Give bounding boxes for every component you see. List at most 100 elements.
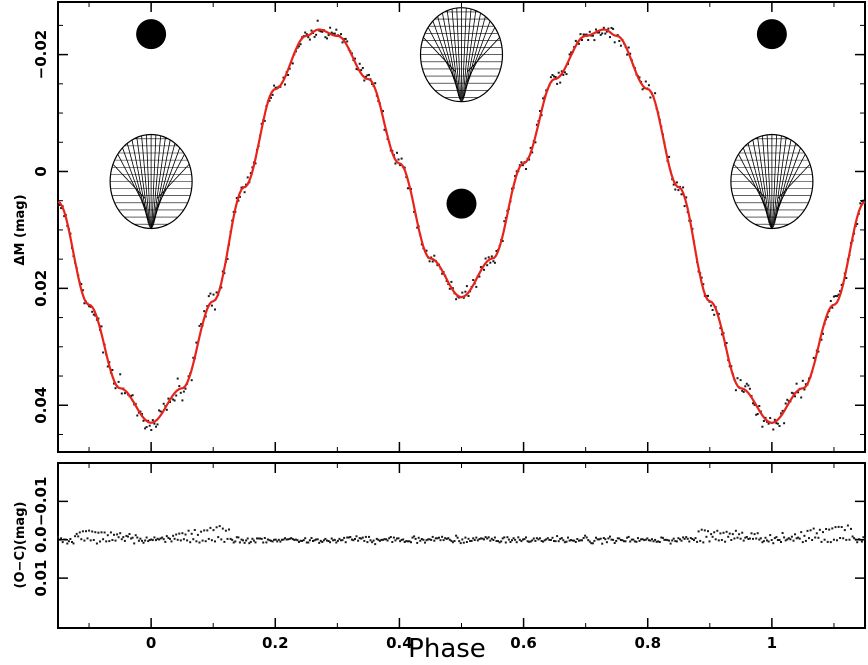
observed-point: [144, 427, 147, 430]
residual-point: [139, 537, 142, 540]
residual-point: [546, 537, 549, 540]
residual-point: [158, 538, 161, 541]
residual-point: [710, 533, 713, 536]
residual-point: [738, 533, 741, 536]
residual-point: [486, 537, 489, 540]
residual-point: [200, 530, 203, 533]
observed-point: [156, 423, 159, 426]
residual-point: [405, 540, 408, 543]
residual-point: [80, 538, 83, 541]
residual-point: [741, 531, 744, 534]
residual-point: [794, 533, 796, 536]
observed-point: [520, 161, 523, 164]
residual-point: [209, 526, 212, 529]
observed-point: [145, 426, 148, 428]
observed-point: [609, 36, 611, 39]
observed-point: [629, 52, 632, 55]
residual-point: [176, 538, 179, 541]
residual-point: [534, 539, 537, 542]
observed-point: [717, 313, 720, 315]
residual-point: [797, 536, 800, 539]
residual-point: [668, 539, 671, 542]
residual-point: [744, 536, 747, 539]
residual-point: [707, 530, 709, 533]
residual-point: [333, 538, 336, 541]
residual-point: [214, 540, 216, 543]
residual-point: [604, 538, 607, 541]
residual-point: [542, 540, 545, 543]
residual-point: [784, 539, 787, 542]
observed-point: [495, 250, 498, 252]
residual-point: [500, 540, 503, 543]
observed-point: [752, 402, 754, 405]
observed-point: [123, 392, 126, 395]
observed-point: [363, 79, 366, 82]
residual-point: [366, 541, 369, 544]
observed-point: [602, 26, 605, 29]
observed-point: [159, 410, 162, 413]
residual-point: [229, 537, 232, 540]
residual-point: [677, 537, 680, 540]
residual-point: [492, 539, 495, 541]
residual-point: [573, 539, 576, 542]
residual-point: [150, 538, 153, 541]
residual-point: [141, 539, 143, 542]
residual-point: [461, 538, 464, 541]
residual-point: [487, 536, 490, 539]
observed-point: [81, 289, 84, 292]
residual-point: [693, 539, 695, 542]
observed-point: [268, 99, 271, 102]
residual-point: [633, 540, 636, 543]
observed-point: [767, 422, 770, 425]
observed-point: [287, 74, 290, 76]
residual-point: [783, 536, 786, 539]
residual-point: [291, 538, 294, 541]
residual-point: [490, 537, 493, 540]
observed-point: [428, 260, 431, 263]
residual-point: [666, 539, 669, 542]
residual-point: [173, 537, 176, 540]
observed-point: [284, 83, 286, 86]
observed-point: [776, 422, 779, 425]
y-tick-label: 0: [32, 166, 50, 176]
residual-point: [372, 539, 375, 542]
observed-point: [136, 414, 139, 417]
residual-point: [431, 535, 434, 538]
observed-point: [736, 377, 739, 380]
residual-point: [560, 537, 563, 540]
observed-point: [113, 382, 115, 385]
residual-point: [130, 537, 133, 540]
observed-point: [837, 293, 840, 296]
residual-point: [330, 537, 333, 540]
observed-point: [203, 310, 206, 313]
residual-point: [301, 540, 304, 542]
residual-point: [133, 542, 136, 545]
observed-point: [92, 313, 95, 316]
residual-point: [565, 540, 568, 543]
observed-point: [568, 53, 571, 56]
observed-point: [173, 399, 176, 402]
observed-point: [700, 276, 703, 279]
residual-point: [329, 541, 332, 544]
y-tick-label: 0.04: [32, 387, 50, 424]
residual-point: [238, 541, 241, 544]
observed-point: [63, 215, 66, 218]
residual-point: [411, 536, 414, 539]
observed-point: [595, 28, 597, 31]
observed-point: [790, 391, 793, 394]
residual-point: [613, 542, 616, 544]
residual-point: [733, 537, 736, 540]
observed-point: [431, 260, 434, 263]
observed-point: [585, 33, 588, 36]
residual-point: [773, 537, 776, 540]
residual-point: [125, 534, 128, 537]
residual-point: [321, 541, 324, 543]
observed-point: [859, 202, 862, 205]
observed-point: [436, 264, 439, 267]
observed-point: [153, 422, 156, 425]
residual-point: [346, 536, 349, 539]
residual-point: [612, 538, 615, 541]
residual-point: [750, 532, 753, 535]
observed-point: [165, 408, 168, 411]
residual-point: [78, 531, 81, 534]
